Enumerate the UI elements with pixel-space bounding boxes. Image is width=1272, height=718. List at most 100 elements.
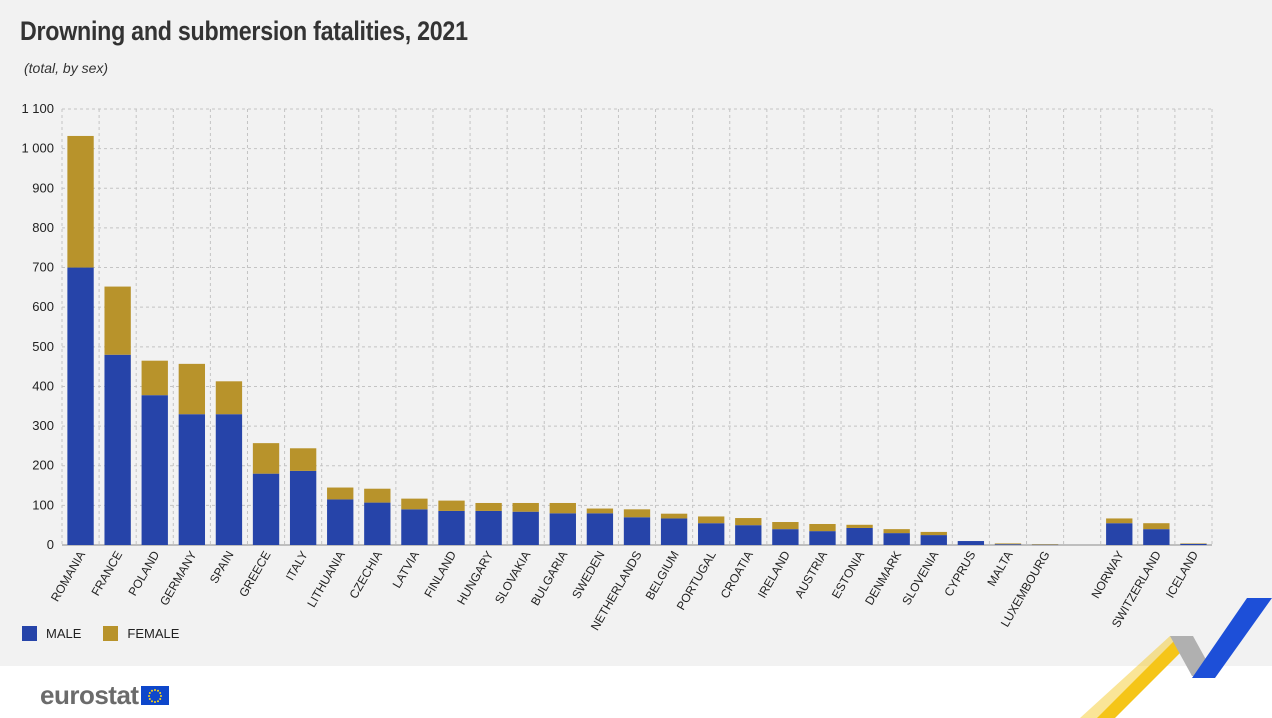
legend-swatch-female [103, 626, 119, 641]
logo-text: eurostat [40, 680, 139, 710]
bar-male-romania [67, 267, 94, 545]
bar-male-lithuania [327, 499, 354, 545]
bar-female-malta [994, 543, 1022, 545]
x-category-label: SPAIN [207, 549, 237, 586]
x-category-label: DENMARK [862, 549, 904, 608]
bar-male-czechia [364, 502, 391, 545]
bar-female-luxembourg [1031, 544, 1059, 545]
bar-female-iceland [1180, 543, 1207, 544]
x-category-label: LATVIA [390, 549, 422, 591]
bar-female-romania [67, 135, 94, 268]
bar-male-cyprus [957, 541, 985, 545]
bar-male-france [104, 354, 131, 545]
x-category-label: MALTA [984, 549, 1015, 589]
bar-female-ireland [772, 522, 799, 530]
bar-female-france [104, 286, 131, 355]
legend-item-female[interactable]: FEMALE [103, 626, 179, 641]
bar-female-czechia [364, 488, 391, 503]
x-category-label: LITHUANIA [304, 549, 347, 610]
bar-female-bulgaria [549, 502, 576, 514]
y-tick-label: 100 [32, 497, 54, 512]
bar-male-belgium [660, 518, 688, 545]
bar-male-iceland [1180, 543, 1207, 545]
bar-male-italy [289, 470, 317, 545]
bar-male-portugal [698, 523, 725, 545]
bar-male-greece [252, 473, 280, 545]
y-axis-ticks: 0 100 200 300 400 500 600 700 800 900 1 000 1 100 [21, 101, 54, 552]
bar-female-poland [141, 360, 168, 396]
x-category-label: SLOVAKIA [492, 549, 533, 607]
x-category-label: ROMANIA [48, 549, 88, 605]
x-category-label: AUSTRIA [792, 549, 830, 601]
y-tick-label: 1 100 [21, 101, 54, 116]
bar-male-germany [178, 414, 206, 545]
bar-female-denmark [883, 529, 910, 534]
bar-male-slovenia [920, 535, 947, 545]
bar-female-slovakia [512, 502, 539, 512]
y-tick-label: 300 [32, 418, 54, 433]
x-category-label: CYPRUS [941, 549, 978, 599]
bar-female-spain [215, 381, 243, 415]
bar-female-hungary [475, 502, 502, 511]
x-category-label: ICELAND [1163, 548, 1201, 600]
y-tick-label: 0 [47, 537, 54, 552]
bar-male-denmark [883, 533, 910, 545]
x-category-label: BULGARIA [528, 549, 570, 609]
gridlines [61, 108, 1213, 546]
bar-female-norway [1106, 518, 1133, 524]
y-tick-label: 700 [32, 260, 54, 275]
bar-male-sweden [586, 513, 614, 545]
bar-male-estonia [846, 527, 873, 545]
bar-male-finland [438, 510, 465, 545]
bar-female-slovenia [920, 531, 947, 536]
x-category-label: FRANCE [88, 549, 125, 599]
bar-male-latvia [401, 509, 428, 545]
bar-male-croatia [735, 525, 762, 545]
decorative-chevron-graphic [1080, 598, 1272, 718]
x-category-label: SLOVENIA [899, 549, 941, 608]
x-category-label: GERMANY [157, 549, 199, 609]
bar-male-poland [141, 395, 168, 545]
legend-item-male[interactable]: MALE [22, 626, 81, 641]
y-tick-label: 400 [32, 378, 54, 393]
x-category-label: IRELAND [755, 548, 793, 600]
bar-female-lithuania [327, 487, 354, 500]
x-category-label: HUNGARY [454, 549, 496, 608]
bar-female-italy [289, 448, 317, 471]
bar-female-sweden [586, 508, 614, 514]
x-category-label: FINLAND [421, 548, 459, 600]
bar-female-belgium [660, 513, 688, 519]
x-category-label: NORWAY [1089, 549, 1127, 601]
x-category-label: SWEDEN [569, 549, 607, 602]
bar-female-latvia [401, 498, 428, 510]
y-tick-label: 600 [32, 299, 54, 314]
bar-female-germany [178, 363, 206, 415]
bar-male-bulgaria [549, 513, 576, 545]
bar-male-slovakia [512, 511, 539, 545]
bar-female-netherlands [623, 509, 651, 518]
x-category-label: POLAND [126, 548, 163, 598]
bar-male-ireland [772, 529, 799, 545]
bar-male-malta [994, 544, 1022, 545]
bar-male-luxembourg [1031, 544, 1059, 546]
eu-flag-icon [140, 686, 169, 705]
stacked-bar-chart: 0 100 200 300 400 500 600 700 800 900 1 000 1 100 R… [21, 101, 1213, 633]
y-tick-label: 800 [32, 220, 54, 235]
chart-panel [0, 0, 1272, 666]
bar-male-netherlands [623, 517, 651, 545]
y-tick-label: 1 000 [21, 141, 54, 156]
chart-subtitle: (total, by sex) [24, 60, 109, 76]
x-category-label: BELGIUM [643, 549, 682, 603]
x-category-label: CROATIA [718, 549, 756, 601]
legend: MALE FEMALE [22, 626, 201, 641]
eurostat-logo: eurostat [40, 680, 169, 711]
bar-female-greece [252, 443, 280, 474]
bar-female-finland [438, 500, 465, 511]
x-category-label: GREECE [236, 549, 273, 600]
y-tick-label: 200 [32, 458, 54, 473]
legend-swatch-male [22, 626, 37, 641]
bar-male-norway [1106, 523, 1133, 545]
x-category-label: CZECHIA [346, 549, 384, 602]
bar-female-estonia [846, 524, 873, 528]
